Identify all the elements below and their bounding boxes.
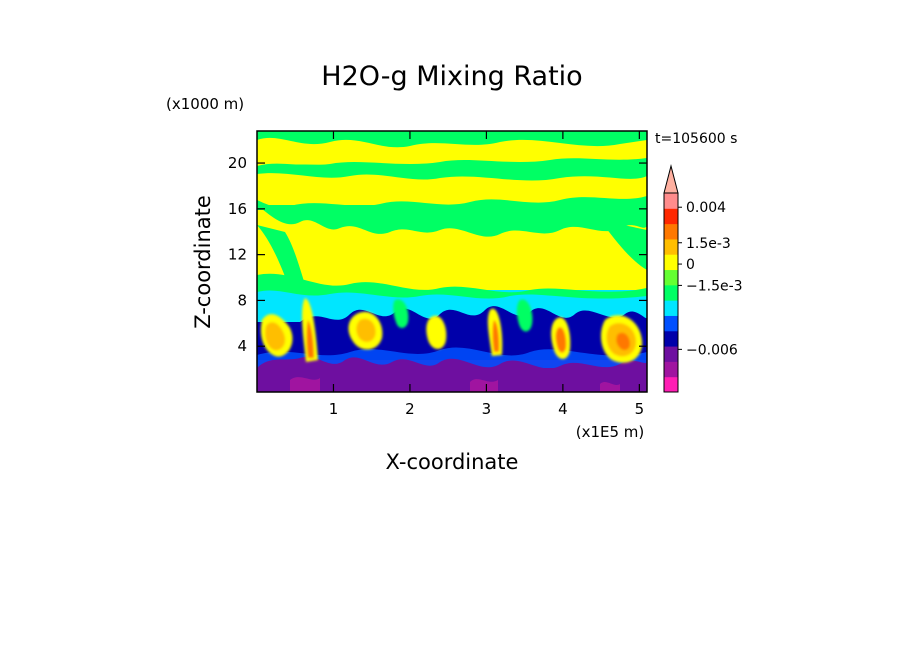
x-tick-label: 3 [482,400,492,418]
y-tick-label: 16 [228,200,247,218]
chart-title: H2O-g Mixing Ratio [321,61,582,92]
field-convective-plumes [260,298,643,363]
colorbar-frame [663,192,679,393]
colorbar-label: −0.006 [686,342,738,358]
x-tick-label: 4 [558,400,568,418]
colorbar-label: 0.004 [686,200,726,216]
colorbar-segment [664,330,678,347]
colorbar-segment [664,346,678,362]
x-tick-label: 5 [635,400,645,418]
x-axis-units: (x1E5 m) [576,423,645,441]
colorbar-label: −1.5e-3 [686,278,743,294]
colorbar-label: 0 [686,257,695,273]
y-tick-label: 20 [228,154,247,172]
colorbar-segment [664,284,678,301]
y-tick-label: 8 [237,291,247,309]
colorbar-segment [664,223,678,240]
field-band-yellow-top [257,137,647,166]
colorbar-label: 1.5e-3 [686,236,731,252]
y-axis: 4 8 12 16 20 [228,154,647,355]
y-axis-units: (x1000 m) [166,95,244,113]
colorbar-segment [664,315,678,332]
colorbar-segment [664,300,678,316]
colorbar-segment [664,376,678,393]
colorbar-segment [664,238,678,255]
field-green-lobes [257,205,647,237]
colorbar-arrow [663,164,679,194]
colorbar-segment [664,254,678,271]
field-green-plume-right [600,220,647,270]
plot-frame [256,130,648,393]
x-axis-label: X-coordinate [386,450,519,474]
x-axis: 1 2 3 4 5 [329,131,644,418]
field-band-yellow-2 [257,173,647,208]
field-band-green-thin [257,162,647,174]
time-label: t=105600 s [655,131,737,147]
y-tick-label: 12 [228,246,247,264]
colorbar-segment [664,269,678,286]
y-tick-label: 4 [237,337,247,355]
y-axis-label: Z-coordinate [191,195,215,329]
colorbar-segment [664,361,678,378]
field-purple-mounds [257,356,647,392]
x-tick-label: 2 [405,400,415,418]
colorbar-segment [664,208,678,225]
x-tick-label: 1 [329,400,339,418]
colorbar-segment [664,193,678,209]
colorbar: 0.004 1.5e-3 0 −1.5e-3 −0.006 [663,164,743,393]
heatmap-field [257,131,647,392]
